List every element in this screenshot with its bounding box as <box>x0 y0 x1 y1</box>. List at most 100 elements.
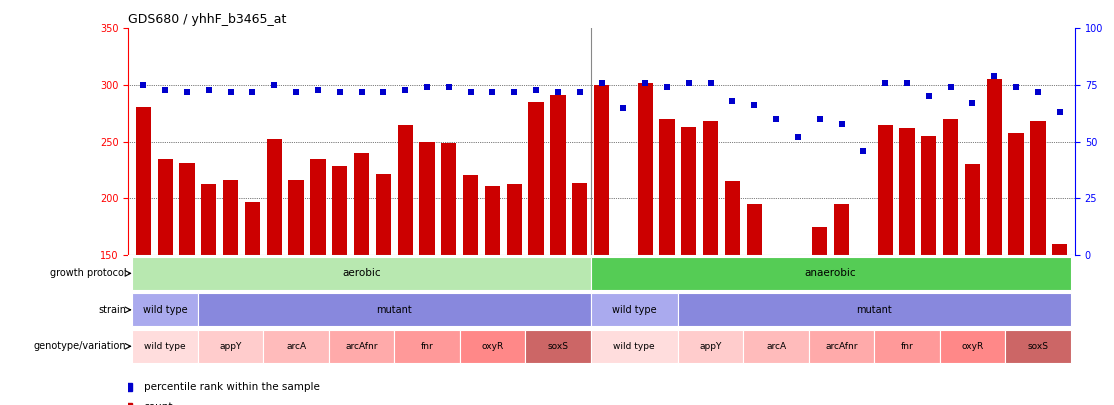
Bar <box>573 183 587 405</box>
Bar <box>332 166 348 405</box>
Bar <box>703 122 719 405</box>
Point <box>527 86 545 93</box>
Point <box>135 82 153 88</box>
Text: arcA: arcA <box>286 342 306 351</box>
Bar <box>375 173 391 405</box>
Bar <box>311 159 325 405</box>
Point <box>418 84 436 91</box>
Bar <box>266 139 282 405</box>
Point <box>811 116 829 122</box>
Bar <box>528 102 544 405</box>
Bar <box>594 85 609 405</box>
Bar <box>790 312 805 405</box>
Bar <box>637 83 653 405</box>
Text: aerobic: aerobic <box>342 269 381 278</box>
Point <box>506 89 524 95</box>
Point <box>483 89 501 95</box>
Point <box>199 86 217 93</box>
Text: appY: appY <box>700 342 722 351</box>
Point <box>768 116 785 122</box>
Point <box>680 79 697 86</box>
Bar <box>394 330 460 363</box>
Point <box>244 89 262 95</box>
Bar <box>590 330 678 363</box>
Point <box>898 79 916 86</box>
Point <box>854 147 872 154</box>
Bar <box>678 330 743 363</box>
Bar <box>834 204 849 405</box>
Text: strain: strain <box>98 305 126 315</box>
Bar <box>354 153 369 405</box>
Text: oxyR: oxyR <box>481 342 504 351</box>
Bar <box>725 181 740 405</box>
Point <box>461 89 479 95</box>
Text: wild type: wild type <box>614 342 655 351</box>
Point <box>549 89 567 95</box>
Text: genotype/variation: genotype/variation <box>33 341 126 351</box>
Bar <box>590 294 678 326</box>
Bar <box>878 125 892 405</box>
Bar <box>133 257 590 290</box>
Bar <box>809 330 874 363</box>
Bar <box>157 159 173 405</box>
Bar <box>463 175 478 405</box>
Bar <box>1005 330 1071 363</box>
Point <box>331 89 349 95</box>
Bar <box>1030 122 1046 405</box>
Bar <box>678 294 1071 326</box>
Bar <box>743 330 809 363</box>
Point <box>986 73 1004 79</box>
Point <box>593 79 610 86</box>
Text: growth protocol: growth protocol <box>50 269 126 278</box>
Bar <box>485 186 500 405</box>
Point <box>178 89 196 95</box>
Bar <box>329 330 394 363</box>
Bar <box>223 180 238 405</box>
Text: fnr: fnr <box>900 342 913 351</box>
Bar <box>944 119 958 405</box>
Point <box>658 84 676 91</box>
Text: mutant: mutant <box>377 305 412 315</box>
Text: soxS: soxS <box>547 342 568 351</box>
Bar <box>507 184 522 405</box>
Bar <box>965 164 980 405</box>
Point <box>832 120 850 127</box>
Point <box>1007 84 1025 91</box>
Bar <box>202 184 216 405</box>
Point <box>222 89 240 95</box>
Text: arcA: arcA <box>766 342 786 351</box>
Bar <box>987 79 1001 405</box>
Bar <box>133 294 198 326</box>
Bar <box>921 136 937 405</box>
Point <box>570 89 588 95</box>
Bar <box>940 330 1005 363</box>
Point <box>941 84 959 91</box>
Bar <box>590 257 1071 290</box>
Point <box>440 84 458 91</box>
Bar <box>812 227 828 405</box>
Point <box>615 104 633 111</box>
Point <box>1029 89 1047 95</box>
Point <box>724 98 742 104</box>
Bar <box>263 330 329 363</box>
Text: wild type: wild type <box>612 305 656 315</box>
Text: count: count <box>144 402 173 405</box>
Text: soxS: soxS <box>1027 342 1048 351</box>
Bar <box>525 330 590 363</box>
Bar <box>419 142 434 405</box>
Bar <box>550 95 566 405</box>
Bar <box>899 128 915 405</box>
Bar <box>746 204 762 405</box>
Text: wild type: wild type <box>145 342 186 351</box>
Bar <box>398 125 413 405</box>
Bar <box>289 180 304 405</box>
Point <box>265 82 283 88</box>
Bar <box>856 318 871 405</box>
Bar <box>133 330 198 363</box>
Point <box>156 86 174 93</box>
Text: anaerobic: anaerobic <box>804 269 857 278</box>
Bar <box>136 107 152 405</box>
Point <box>964 100 981 107</box>
Bar <box>1052 244 1067 405</box>
Bar <box>460 330 525 363</box>
